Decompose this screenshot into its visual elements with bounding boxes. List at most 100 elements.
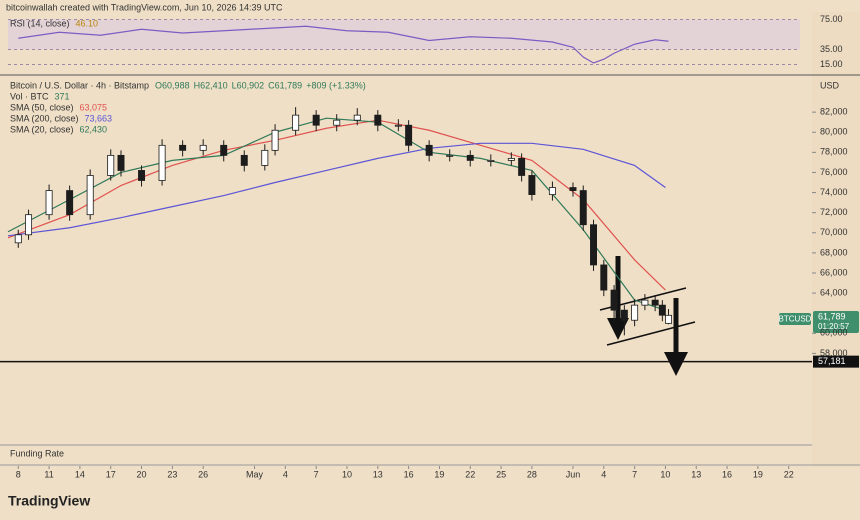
y-tick-label: 35.00 [820, 44, 843, 54]
candle-body [658, 304, 666, 316]
price-axis [812, 12, 860, 467]
ohlc-label: +809 (+1.33%) [306, 80, 366, 90]
candle-body [487, 159, 495, 162]
y-tick-label: 15.00 [820, 59, 843, 69]
candle-body [333, 119, 341, 126]
x-tick-label: 25 [496, 469, 506, 479]
candle-body [641, 299, 649, 306]
candle-body [600, 264, 608, 291]
candle-body [548, 187, 556, 195]
symbol-title: Bitcoin / U.S. Dollar · 4h · Bitstamp [10, 80, 149, 90]
legend-name: SMA (200, close) [10, 113, 79, 123]
candle-body [66, 190, 74, 216]
channel-line [606, 321, 696, 346]
y-tick-label: 82,000 [820, 107, 848, 117]
candle-body [14, 234, 22, 244]
x-tick-label: 17 [106, 469, 116, 479]
volume-label: Vol · BTC [10, 91, 49, 101]
y-tick-label: 74,000 [820, 187, 848, 197]
y-tick-label: 70,000 [820, 227, 848, 237]
x-tick-label: 11 [44, 469, 53, 479]
x-tick-label: 10 [660, 469, 670, 479]
candle-body [179, 144, 187, 151]
legend-name: SMA (20, close) [10, 124, 74, 134]
candle-body [425, 144, 433, 156]
x-tick-label: 28 [527, 469, 537, 479]
legend-name: SMA (50, close) [10, 102, 74, 112]
y-tick-label: 75.00 [820, 14, 843, 24]
x-tick-label: 7 [632, 469, 637, 479]
candle-body [579, 190, 587, 226]
indicator-value: 46.10 [76, 18, 99, 28]
y-tick-label: 80,000 [820, 127, 848, 137]
x-tick-label: 8 [16, 469, 21, 479]
x-tick-label: May [246, 469, 264, 479]
last-price: 61,789 [818, 311, 846, 321]
x-tick-label: 10 [342, 469, 352, 479]
x-tick-label: 26 [198, 469, 208, 479]
y-tick-label: 72,000 [820, 207, 848, 217]
candle-body [220, 144, 228, 156]
candle-body [466, 154, 474, 161]
ohlc-label: H62,410 [194, 80, 228, 90]
symbol-tag-bg [779, 313, 811, 325]
y-tick-label: 78,000 [820, 147, 848, 157]
candle-body [518, 157, 526, 176]
candle-body [86, 175, 94, 216]
symbol-tag: BTCUSD [779, 315, 812, 324]
candle-body [610, 289, 618, 311]
x-tick-label: 13 [373, 469, 383, 479]
funding-rate: Funding Rate [10, 448, 64, 458]
sma-line [7, 142, 666, 237]
x-tick-label: 4 [283, 469, 288, 479]
x-tick-label: Jun [566, 469, 581, 479]
candle-body [138, 170, 146, 181]
x-tick-label: 16 [404, 469, 414, 479]
arrow-head [664, 352, 688, 376]
y-tick-label: 58,000 [820, 348, 848, 358]
y-tick-label: 68,000 [820, 247, 848, 257]
candle-body [405, 124, 413, 146]
x-tick-label: 19 [434, 469, 444, 479]
candle-body [446, 154, 454, 157]
candle-body [569, 187, 577, 191]
y-tick-label: 64,000 [820, 287, 848, 297]
x-tick-label: 22 [784, 469, 794, 479]
x-tick-label: 7 [314, 469, 319, 479]
x-tick-label: 20 [137, 469, 147, 479]
x-tick-label: 16 [722, 469, 732, 479]
volume-value: 371 [55, 91, 70, 101]
candle-body [620, 309, 628, 321]
legend-value: 62,430 [80, 124, 108, 134]
rsi-band [8, 19, 800, 50]
ohlc-label: C61,789 [268, 80, 302, 90]
sma-line [7, 117, 666, 311]
indicator-title: RSI (14, close) [10, 18, 70, 28]
x-tick-label: 22 [465, 469, 475, 479]
y-tick-label: 66,000 [820, 267, 848, 277]
candle-body [590, 224, 598, 266]
countdown: 01:20:57 [818, 322, 850, 331]
support-label: 57,181 [818, 356, 846, 366]
candle-body [528, 175, 536, 195]
candle-body [117, 154, 125, 171]
support-label-bg [813, 355, 859, 368]
brand: TradingView [8, 493, 90, 509]
sma-line [7, 119, 666, 291]
candle-body [665, 314, 672, 324]
x-tick-label: 23 [167, 469, 177, 479]
arrow-head [607, 318, 629, 340]
candle-body [374, 114, 382, 126]
candle-body [292, 114, 300, 131]
candle-body [651, 299, 659, 306]
ohlc-label: O60,988 [155, 80, 190, 90]
rsi-line [18, 25, 669, 64]
legend-value: 73,663 [85, 113, 113, 123]
credit: bitcoinwallah created with TradingView.c… [6, 2, 283, 12]
last-price-bg [813, 311, 859, 333]
x-tick-label: 19 [753, 469, 763, 479]
y-tick-label: 60,000 [820, 328, 848, 338]
candle-body [45, 190, 53, 216]
candle-body [240, 154, 248, 166]
